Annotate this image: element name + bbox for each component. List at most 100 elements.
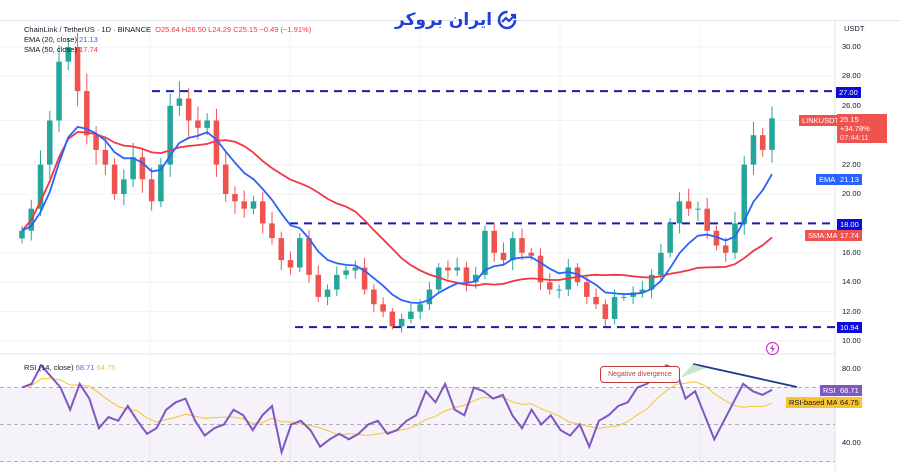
candle-body bbox=[259, 201, 266, 224]
candle-body bbox=[426, 289, 433, 305]
candle-body bbox=[343, 270, 349, 275]
candle-body bbox=[204, 120, 210, 128]
candle-body bbox=[584, 282, 590, 297]
candle-body bbox=[102, 149, 109, 165]
candle-body bbox=[509, 238, 516, 261]
candle-body bbox=[537, 255, 544, 283]
rsi-value-tag: 68.71 bbox=[837, 385, 862, 396]
rsi-legend[interactable]: RSI (14, close) 68.71 64.75 bbox=[24, 363, 115, 372]
candle-body bbox=[389, 311, 396, 327]
candle-body bbox=[519, 238, 525, 253]
candle-body bbox=[435, 267, 442, 290]
rsi-ma-name-tag: RSI-based MA bbox=[786, 397, 841, 408]
ema-value-tag: 21.13 bbox=[837, 174, 862, 185]
candle-body bbox=[500, 252, 507, 261]
candle-body bbox=[74, 47, 81, 92]
candle-body bbox=[139, 157, 146, 180]
sma-legend-value: 17.74 bbox=[79, 45, 98, 54]
symbol-legend: ChainLink / TetherUS · 1D · BINANCE O25.… bbox=[24, 25, 311, 34]
candle-body bbox=[306, 238, 312, 275]
candle-body bbox=[130, 157, 136, 180]
price-tick: 30.00 bbox=[842, 42, 861, 51]
candle-body bbox=[269, 223, 275, 239]
candle-body bbox=[759, 135, 766, 150]
candle-body bbox=[472, 274, 479, 283]
level-27-tag: 27.00 bbox=[836, 87, 861, 98]
candle-body bbox=[176, 98, 183, 106]
candle-body bbox=[593, 296, 599, 305]
top-border bbox=[0, 20, 900, 21]
rsi-legend-value: 68.71 bbox=[75, 363, 95, 372]
candle-body bbox=[491, 230, 497, 253]
price-tick: 16.00 bbox=[842, 247, 861, 257]
candle-body bbox=[324, 289, 331, 297]
candle-body bbox=[408, 311, 414, 319]
candle-body bbox=[334, 274, 340, 290]
candle-body bbox=[37, 164, 44, 209]
divergence-highlight bbox=[680, 364, 706, 378]
candle-body bbox=[547, 282, 553, 290]
candle-body bbox=[769, 118, 775, 150]
negative-divergence-note[interactable]: Negative divergence bbox=[600, 366, 680, 383]
candle-body bbox=[741, 164, 747, 224]
rsi-legend-label: RSI (14, close) bbox=[24, 363, 74, 372]
ema-legend-label: EMA (20, close) bbox=[24, 35, 77, 44]
candle-body bbox=[371, 289, 377, 305]
level-18-tag: 18.00 bbox=[837, 219, 862, 230]
sma-legend-label: SMA (50, close) bbox=[24, 45, 77, 54]
brand-logo-text: ایران بروکر bbox=[395, 10, 493, 30]
candle-body bbox=[47, 120, 53, 165]
rsi-ma-legend-value: 64.75 bbox=[96, 363, 116, 372]
candle-body bbox=[65, 47, 72, 62]
rsi-line bbox=[21, 363, 773, 457]
sma-value-tag: 17.74 bbox=[837, 230, 862, 241]
lightning-icon[interactable] bbox=[765, 341, 780, 356]
candle-body bbox=[222, 164, 229, 194]
candle-body bbox=[56, 61, 62, 121]
sma-name-tag: SMA:MA bbox=[805, 230, 841, 241]
low-value: L24.29 bbox=[208, 25, 232, 34]
rsi-tick: 80.00 bbox=[842, 364, 861, 373]
ema-legend[interactable]: EMA (20, close) 21.13 bbox=[24, 35, 98, 44]
candle-body bbox=[167, 105, 173, 165]
price-tick: 10.00 bbox=[842, 336, 861, 345]
bar-countdown: 07:44:11 bbox=[840, 133, 869, 142]
change-value: −0.49 (−1.91%) bbox=[259, 25, 312, 34]
candle-body bbox=[556, 289, 562, 291]
candle-body bbox=[148, 179, 155, 202]
candle-body bbox=[287, 260, 294, 268]
sma-line bbox=[21, 131, 773, 287]
candle-body bbox=[352, 267, 359, 271]
candle-body bbox=[648, 274, 655, 290]
brand-logo: ایران بروکر bbox=[395, 9, 518, 31]
price-tick: 20.00 bbox=[842, 189, 861, 198]
candle-body bbox=[463, 267, 470, 283]
candle-body bbox=[315, 274, 322, 297]
ema-line bbox=[21, 125, 773, 304]
candle-body bbox=[528, 252, 535, 256]
sma-legend[interactable]: SMA (50, close) 17.74 bbox=[24, 45, 98, 54]
candle-body bbox=[398, 318, 405, 327]
divergence-trendline bbox=[692, 363, 798, 388]
price-tag: 25.15 +34.78% 07:44:11 bbox=[837, 114, 887, 143]
candle-body bbox=[704, 208, 710, 231]
open-value: O25.64 bbox=[155, 25, 180, 34]
candle-body bbox=[250, 201, 257, 209]
candle-body bbox=[658, 252, 664, 275]
ema-legend-value: 21.13 bbox=[79, 35, 98, 44]
currency-label[interactable]: USDT bbox=[844, 24, 865, 33]
candle-body bbox=[232, 194, 238, 202]
rsi-ma-value-tag: 64.75 bbox=[837, 397, 862, 408]
candle-body bbox=[111, 164, 118, 194]
candle-body bbox=[454, 267, 460, 271]
rsi-name-tag: RSI bbox=[820, 385, 839, 396]
price-tick: 26.00 bbox=[842, 100, 861, 110]
candle-body bbox=[445, 267, 451, 271]
rsi-tick: 40.00 bbox=[842, 438, 861, 447]
candle-body bbox=[185, 98, 192, 121]
price-tick: 12.00 bbox=[842, 306, 861, 316]
chart-trend-icon bbox=[497, 10, 517, 30]
close-value: C25.15 bbox=[233, 25, 258, 34]
candle-body bbox=[93, 135, 99, 150]
